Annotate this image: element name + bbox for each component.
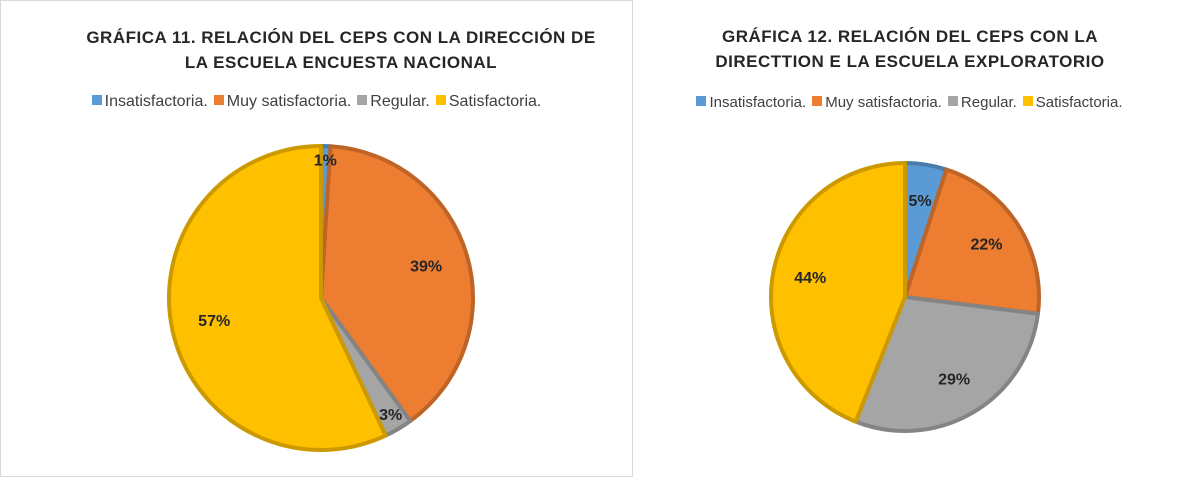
legend-label: Regular. [370, 93, 430, 110]
legend-item: Muy satisfactoria. [213, 93, 352, 111]
legend-label: Satisfactoria. [1035, 94, 1123, 111]
data-label: 5% [909, 193, 932, 210]
legend-label: Insatisfactoria. [709, 94, 807, 111]
legend-item: Satisfactoria. [1022, 94, 1123, 111]
legend-item: Satisfactoria. [435, 93, 542, 111]
legend-label: Muy satisfactoria. [825, 94, 942, 111]
pie-slice [167, 144, 388, 452]
data-label: 57% [198, 313, 230, 330]
data-label: 44% [794, 270, 826, 287]
legend-item: Regular. [357, 93, 430, 111]
legend-swatch [91, 95, 102, 105]
data-label: 29% [938, 371, 970, 388]
legend-item: Muy satisfactoria. [812, 94, 942, 111]
data-label: 3% [379, 407, 402, 424]
legend-item: Regular. [947, 94, 1017, 111]
data-label: 1% [314, 152, 337, 169]
chart-title: GRÁFICA 12. RELACIÓN DEL CEPS CON LA DIR… [715, 27, 1105, 71]
chart-panel: GRÁFICA 12. RELACIÓN DEL CEPS CON LA DIR… [640, 0, 1179, 477]
legend-swatch [435, 95, 446, 105]
legend-swatch [696, 96, 707, 106]
pie-slice [903, 167, 1041, 316]
legend-label: Insatisfactoria. [104, 93, 208, 110]
legend: Insatisfactoria. Muy satisfactoria. Regula… [640, 94, 1179, 111]
data-label: 22% [970, 237, 1002, 254]
legend-swatch [213, 95, 224, 105]
legend-label: Regular. [960, 94, 1017, 111]
chart-panel: GRÁFICA 11. RELACIÓN DEL CEPS CON LA DIR… [0, 0, 633, 477]
legend-swatch [812, 96, 823, 106]
legend-item: Insatisfactoria. [696, 94, 806, 111]
pie-slice [319, 144, 475, 423]
data-label: 39% [410, 259, 442, 276]
pie-chart: 1% 39% 3% 57% [167, 144, 475, 452]
legend-swatch [947, 96, 958, 106]
legend-label: Muy satisfactoria. [226, 93, 352, 110]
legend: Insatisfactoria. Muy satisfactoria. Regula… [1, 93, 632, 111]
pie-slice [853, 295, 1040, 433]
chart-title: GRÁFICA 11. RELACIÓN DEL CEPS CON LA DIR… [86, 28, 596, 72]
legend-label: Satisfactoria. [448, 93, 542, 110]
legend-item: Insatisfactoria. [91, 93, 208, 111]
pie-chart: 5% 22% 29% 44% [769, 161, 1041, 433]
legend-swatch [357, 95, 368, 105]
pie-slice [769, 161, 907, 424]
legend-swatch [1022, 96, 1033, 106]
